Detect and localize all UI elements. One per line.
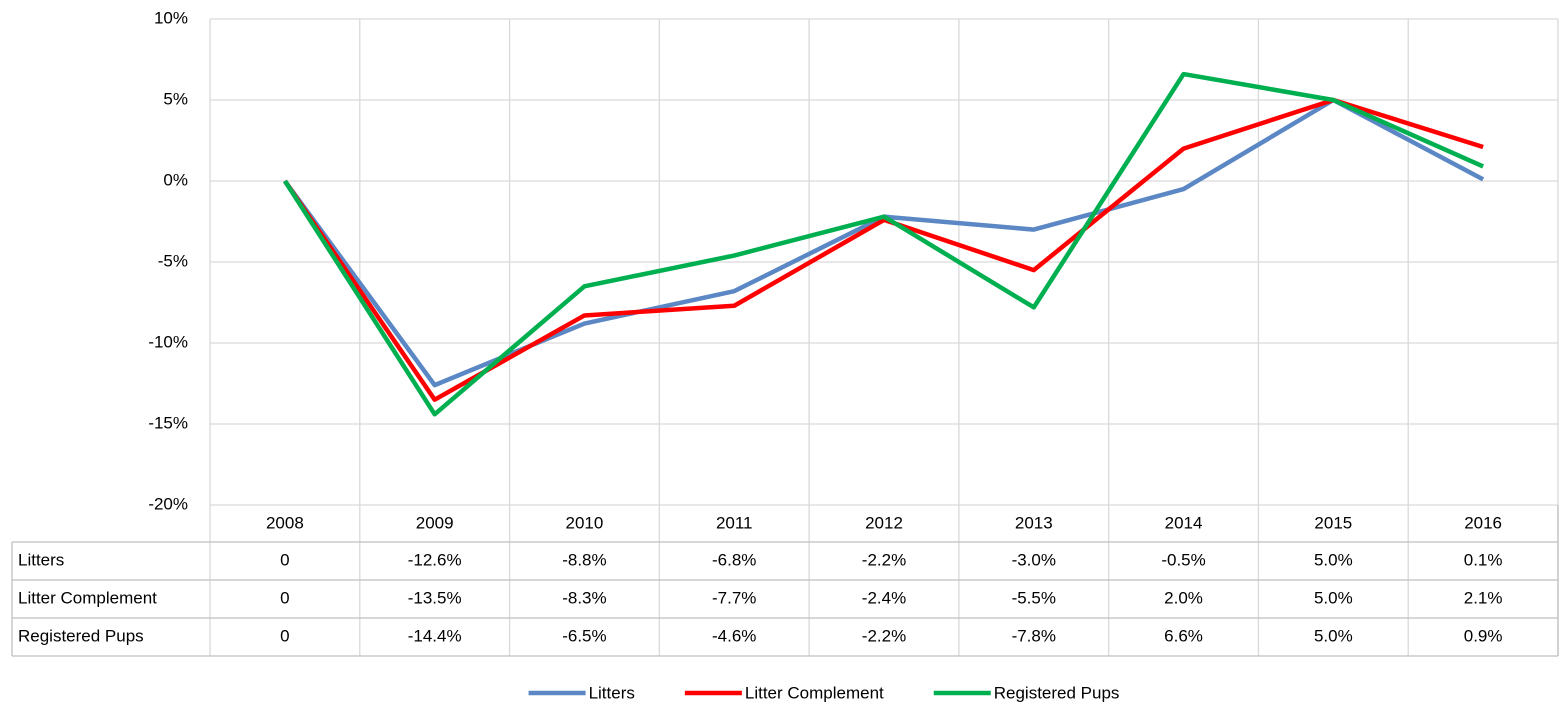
y-tick-label: 5% bbox=[163, 89, 188, 108]
table-row-label: Registered Pups bbox=[18, 626, 144, 645]
table-cell: 2.0% bbox=[1164, 588, 1203, 607]
table-row-label: Litters bbox=[18, 550, 64, 569]
table-cell: -5.5% bbox=[1012, 588, 1056, 607]
table-cell: -2.2% bbox=[862, 550, 906, 569]
series-line bbox=[283, 97, 1484, 402]
table-cell: -12.6% bbox=[408, 550, 462, 569]
x-tick-label: 2008 bbox=[266, 513, 304, 532]
series-line bbox=[282, 71, 1485, 417]
table-cell: -3.0% bbox=[1012, 550, 1056, 569]
x-tick-label: 2010 bbox=[566, 513, 604, 532]
table-cell: 2.1% bbox=[1464, 588, 1503, 607]
y-tick-label: -15% bbox=[148, 413, 188, 432]
table-cell: -2.4% bbox=[862, 588, 906, 607]
table-row-label: Litter Complement bbox=[18, 588, 157, 607]
table-cell: -6.5% bbox=[562, 626, 606, 645]
table-cell: -0.5% bbox=[1161, 550, 1205, 569]
table-cell: 5.0% bbox=[1314, 588, 1353, 607]
y-tick-label: 0% bbox=[163, 170, 188, 189]
table-cell: -7.8% bbox=[1012, 626, 1056, 645]
table-cell: 0 bbox=[280, 550, 289, 569]
x-tick-label: 2015 bbox=[1314, 513, 1352, 532]
table-cell: -4.6% bbox=[712, 626, 756, 645]
table-cell: -7.7% bbox=[712, 588, 756, 607]
table-cell: -8.8% bbox=[562, 550, 606, 569]
table-cell: 0.1% bbox=[1464, 550, 1503, 569]
y-tick-label: 10% bbox=[154, 8, 188, 27]
table-cell: 6.6% bbox=[1164, 626, 1203, 645]
table-cell: -6.8% bbox=[712, 550, 756, 569]
table-cell: 5.0% bbox=[1314, 626, 1353, 645]
table-cell: -2.2% bbox=[862, 626, 906, 645]
table-cell: 0.9% bbox=[1464, 626, 1503, 645]
y-tick-label: -10% bbox=[148, 332, 188, 351]
legend-label: Litters bbox=[589, 683, 635, 702]
table-cell: 0 bbox=[280, 626, 289, 645]
legend-label: Litter Complement bbox=[745, 683, 884, 702]
x-tick-label: 2012 bbox=[865, 513, 903, 532]
x-tick-label: 2016 bbox=[1464, 513, 1502, 532]
table-cell: -8.3% bbox=[562, 588, 606, 607]
table-cell: 0 bbox=[280, 588, 289, 607]
x-tick-label: 2013 bbox=[1015, 513, 1053, 532]
x-tick-label: 2009 bbox=[416, 513, 454, 532]
table-cell: 5.0% bbox=[1314, 550, 1353, 569]
table-cell: -13.5% bbox=[408, 588, 462, 607]
legend-label: Registered Pups bbox=[994, 683, 1120, 702]
table-cell: -14.4% bbox=[408, 626, 462, 645]
y-tick-label: -20% bbox=[148, 494, 188, 513]
y-tick-label: -5% bbox=[158, 251, 188, 270]
x-tick-label: 2014 bbox=[1165, 513, 1203, 532]
x-tick-label: 2011 bbox=[716, 513, 753, 532]
